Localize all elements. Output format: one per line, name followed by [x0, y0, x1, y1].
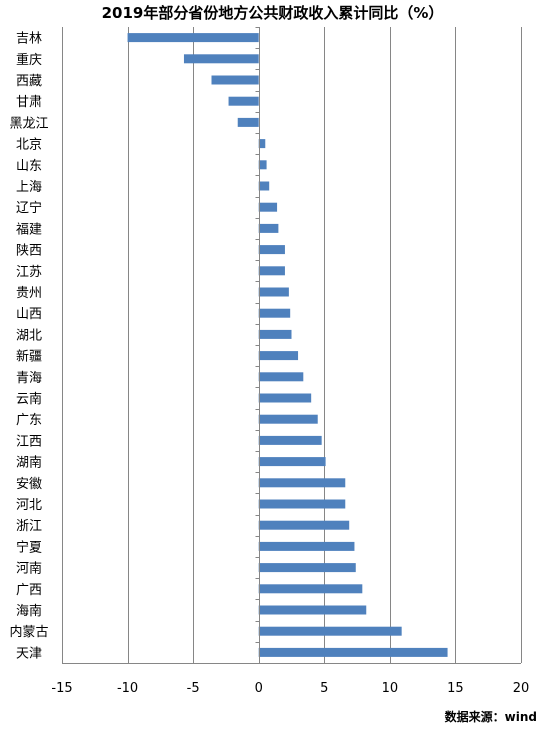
category-label: 江西 [16, 434, 42, 449]
category-label: 广东 [16, 413, 42, 428]
axes [62, 27, 521, 664]
bar [258, 584, 363, 594]
bar [228, 96, 259, 106]
category-label: 宁夏 [16, 539, 42, 555]
bar [258, 626, 402, 636]
x-tick-label: -15 [51, 681, 72, 696]
x-tick-label: 5 [320, 681, 328, 696]
bar [258, 457, 326, 467]
bar [258, 245, 285, 255]
category-labels: 吉林重庆西藏甘肃黑龙江北京山东上海辽宁福建陕西江苏贵州山西湖北新疆青海云南广东江… [9, 32, 48, 662]
bar [258, 139, 266, 149]
tick-labels: -15 -10 -5 0 5 10 15 20 [51, 681, 529, 696]
bar [258, 541, 355, 551]
bar [258, 160, 267, 170]
x-tick-label: 15 [447, 681, 464, 696]
bar [258, 563, 356, 573]
category-label: 内蒙古 [9, 624, 48, 640]
bar [258, 605, 367, 615]
category-label: 山西 [16, 307, 42, 322]
category-label: 云南 [16, 391, 42, 407]
bar [258, 372, 304, 382]
x-tick-label: -10 [117, 681, 138, 696]
category-label: 海南 [16, 603, 42, 619]
bar [127, 33, 259, 43]
category-label: 西藏 [16, 74, 42, 89]
bar [258, 329, 292, 339]
category-label: 安徽 [16, 477, 42, 492]
bar [258, 499, 346, 509]
category-label: 北京 [16, 138, 42, 153]
bar [258, 287, 289, 297]
category-label: 陕西 [16, 244, 42, 259]
category-label: 辽宁 [16, 200, 42, 216]
category-label: 贵州 [16, 286, 42, 301]
bar [258, 181, 270, 191]
category-label: 上海 [16, 180, 42, 195]
bar [258, 647, 448, 657]
category-label: 重庆 [16, 52, 42, 68]
bar [258, 435, 322, 445]
bar [258, 478, 346, 488]
bar [258, 223, 279, 233]
bar [258, 414, 318, 424]
category-label: 天津 [16, 646, 42, 661]
x-tick-label: 10 [382, 681, 399, 696]
category-label: 河南 [16, 561, 42, 577]
bars [127, 33, 448, 657]
category-label: 黑龙江 [9, 116, 48, 131]
category-label: 江苏 [16, 264, 42, 280]
bar [237, 117, 259, 127]
category-label: 湖南 [16, 455, 42, 471]
category-label: 福建 [16, 222, 42, 237]
bar [211, 75, 259, 85]
category-label: 浙江 [16, 519, 42, 534]
x-tick-label: 0 [255, 681, 263, 696]
bar [183, 54, 259, 64]
bar [258, 202, 278, 212]
category-label: 甘肃 [16, 95, 42, 110]
bar [258, 351, 299, 361]
category-label: 山东 [16, 159, 42, 174]
x-tick-label: 20 [513, 681, 530, 696]
category-label: 广西 [16, 583, 42, 598]
x-tick-label: -5 [187, 681, 200, 696]
chart-title: 2019年部分省份地方公共财政收入累计同比（%） [101, 4, 444, 22]
category-label: 新疆 [16, 349, 42, 365]
bar [258, 393, 312, 403]
category-label: 湖北 [16, 328, 42, 343]
bar [258, 308, 291, 318]
bar [258, 266, 285, 276]
category-label: 吉林 [16, 32, 42, 47]
source-note: 数据来源：wind [444, 710, 537, 724]
category-label: 河北 [16, 498, 42, 513]
bar [258, 520, 350, 530]
category-label: 青海 [16, 371, 42, 386]
